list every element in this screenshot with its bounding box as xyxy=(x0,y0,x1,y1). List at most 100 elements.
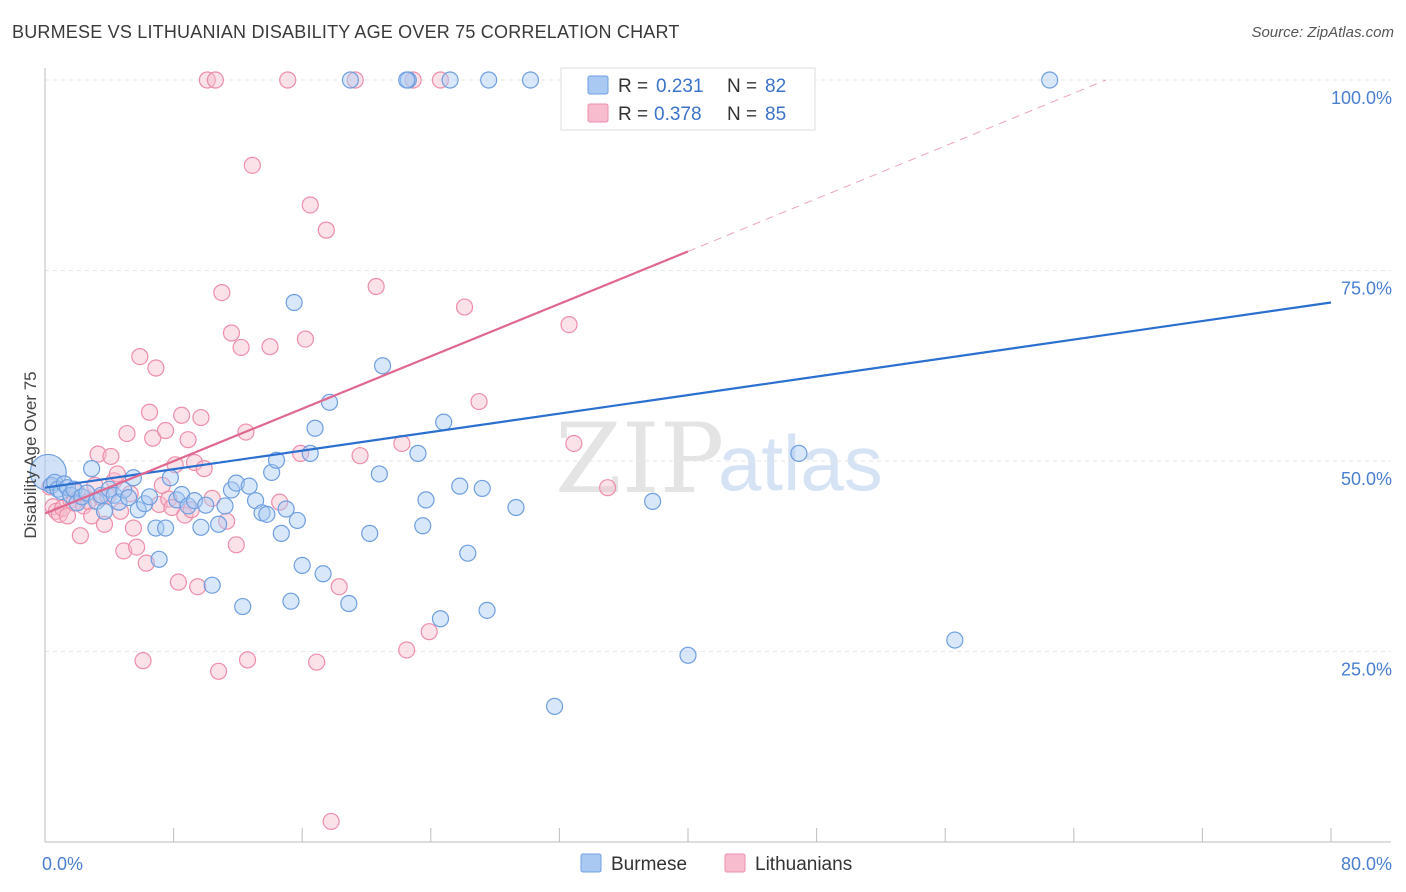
lithuanian-point-40 xyxy=(173,406,191,424)
lithuanian-point-83 xyxy=(599,479,617,497)
burmese-point-54 xyxy=(306,419,324,437)
burmese-point-12 xyxy=(83,460,101,478)
lithuanian-point-32 xyxy=(147,359,165,377)
burmese-point-34 xyxy=(197,496,215,514)
lithuanian-point-18 xyxy=(102,447,120,466)
lithuanian-point-31 xyxy=(144,429,162,447)
burmese-point-74 xyxy=(480,71,498,89)
lithuanian-point-50 xyxy=(206,71,224,89)
burmese-point-55 xyxy=(314,565,332,583)
lithuanian-point-74 xyxy=(398,641,416,659)
burmese-point-77 xyxy=(545,697,564,715)
burmese-point-63 xyxy=(398,71,416,89)
burmese-point-26 xyxy=(150,550,168,568)
legend-swatch-lithuanians xyxy=(587,103,609,123)
burmese-point-44 xyxy=(258,505,276,523)
lithuanian-point-72 xyxy=(367,277,385,296)
lithuanian-point-58 xyxy=(238,651,257,669)
lithuanian-point-20 xyxy=(108,465,126,483)
burmese-point-73 xyxy=(478,601,496,619)
lithuanian-point-28 xyxy=(134,652,152,670)
y-axis-label: Disability Age Over 75 xyxy=(21,371,40,538)
burmese-point-25 xyxy=(147,519,165,537)
burmese-point-47 xyxy=(272,524,290,542)
burmese-point-61 xyxy=(373,357,392,375)
legend-r-burmese: 0.231 xyxy=(656,76,704,97)
lithuanian-point-60 xyxy=(261,338,279,356)
burmese-point-69 xyxy=(441,71,459,89)
lithuanian-point-70 xyxy=(346,71,364,89)
burmese-point-82 xyxy=(1041,71,1059,89)
burmese-point-50 xyxy=(285,293,303,312)
burmese-point-70 xyxy=(451,477,469,495)
lithuanian-point-59 xyxy=(243,156,261,174)
lithuanian-trend-line xyxy=(44,250,689,515)
lithuanian-point-30 xyxy=(140,403,159,421)
burmese-point-49 xyxy=(282,592,300,610)
burmese-point-20 xyxy=(119,488,138,507)
lithuanian-point-62 xyxy=(279,71,297,89)
burmese-point-51 xyxy=(288,511,306,530)
chart-title: BURMESE VS LITHUANIAN DISABILITY AGE OVE… xyxy=(12,22,680,42)
burmese-point-76 xyxy=(521,71,540,89)
burmese-point-65 xyxy=(414,517,432,535)
y-tick-label-0: 25.0% xyxy=(1341,660,1392,680)
lithuanian-point-75 xyxy=(404,71,422,89)
bottom-legend-burmese: Burmese xyxy=(611,854,687,875)
lithuanian-point-9 xyxy=(71,527,89,545)
lithuanian-point-51 xyxy=(210,662,228,680)
lithuanian-point-22 xyxy=(115,542,133,560)
lithuanian-point-29 xyxy=(137,554,155,572)
lithuanian-point-76 xyxy=(420,623,438,641)
burmese-point-80 xyxy=(790,444,808,462)
burmese-point-41 xyxy=(240,477,258,495)
burmese-point-75 xyxy=(507,498,525,517)
lithuanian-point-54 xyxy=(222,324,241,342)
lithuanian-point-27 xyxy=(131,348,149,366)
burmese-point-27 xyxy=(156,519,175,537)
lithuanian-point-65 xyxy=(301,196,319,214)
lithuanian-point-66 xyxy=(308,653,326,671)
x-tick-label-min: 0.0% xyxy=(42,854,83,874)
lithuanian-point-39 xyxy=(169,573,188,591)
burmese-point-66 xyxy=(417,491,435,509)
chart-source: Source: ZipAtlas.com xyxy=(1251,24,1394,41)
bottom-legend-lithuanians: Lithuanians xyxy=(755,854,852,875)
y-tick-label-2: 75.0% xyxy=(1341,279,1392,299)
lithuanian-point-81 xyxy=(565,434,583,453)
lithuanian-point-77 xyxy=(431,71,450,89)
lithuanian-point-42 xyxy=(179,431,197,449)
lithuanian-point-35 xyxy=(156,421,175,440)
burmese-trend-line xyxy=(44,301,1332,489)
burmese-point-35 xyxy=(203,576,221,594)
y-tick-label-1: 50.0% xyxy=(1341,469,1392,489)
burmese-point-71 xyxy=(459,544,477,562)
burmese-point-39 xyxy=(227,474,245,492)
lithuanian-point-67 xyxy=(317,221,335,239)
lithuanian-point-68 xyxy=(322,812,340,831)
lithuanian-point-61 xyxy=(271,493,289,511)
lithuanian-point-64 xyxy=(296,330,315,348)
burmese-point-57 xyxy=(340,594,358,613)
legend-n-burmese: 82 xyxy=(765,76,786,97)
legend-n-label-lithuanians: N = xyxy=(727,104,757,125)
burmese-point-52 xyxy=(293,556,311,574)
bottom-legend-swatch-lithuanians xyxy=(724,853,746,873)
watermark-atlas: atlas xyxy=(718,419,883,507)
trend-lines xyxy=(44,79,1332,515)
legend-n-lithuanians: 85 xyxy=(765,104,786,125)
lithuanian-point-71 xyxy=(351,447,369,465)
lithuanian-point-78 xyxy=(455,298,474,316)
legend-swatch-burmese xyxy=(587,75,609,95)
lithuanian-point-14 xyxy=(89,445,107,463)
legend-box: R = 0.231 N = 82 R = 0.378 N = 85 xyxy=(560,67,816,131)
burmese-point-33 xyxy=(192,518,210,536)
burmese-point-79 xyxy=(679,646,697,664)
legend-r-lithuanians: 0.378 xyxy=(654,104,702,125)
burmese-point-58 xyxy=(341,71,360,89)
lithuanian-point-23 xyxy=(118,424,136,443)
burmese-point-46 xyxy=(267,451,286,469)
burmese-point-68 xyxy=(435,413,453,431)
burmese-point-24 xyxy=(140,488,159,506)
